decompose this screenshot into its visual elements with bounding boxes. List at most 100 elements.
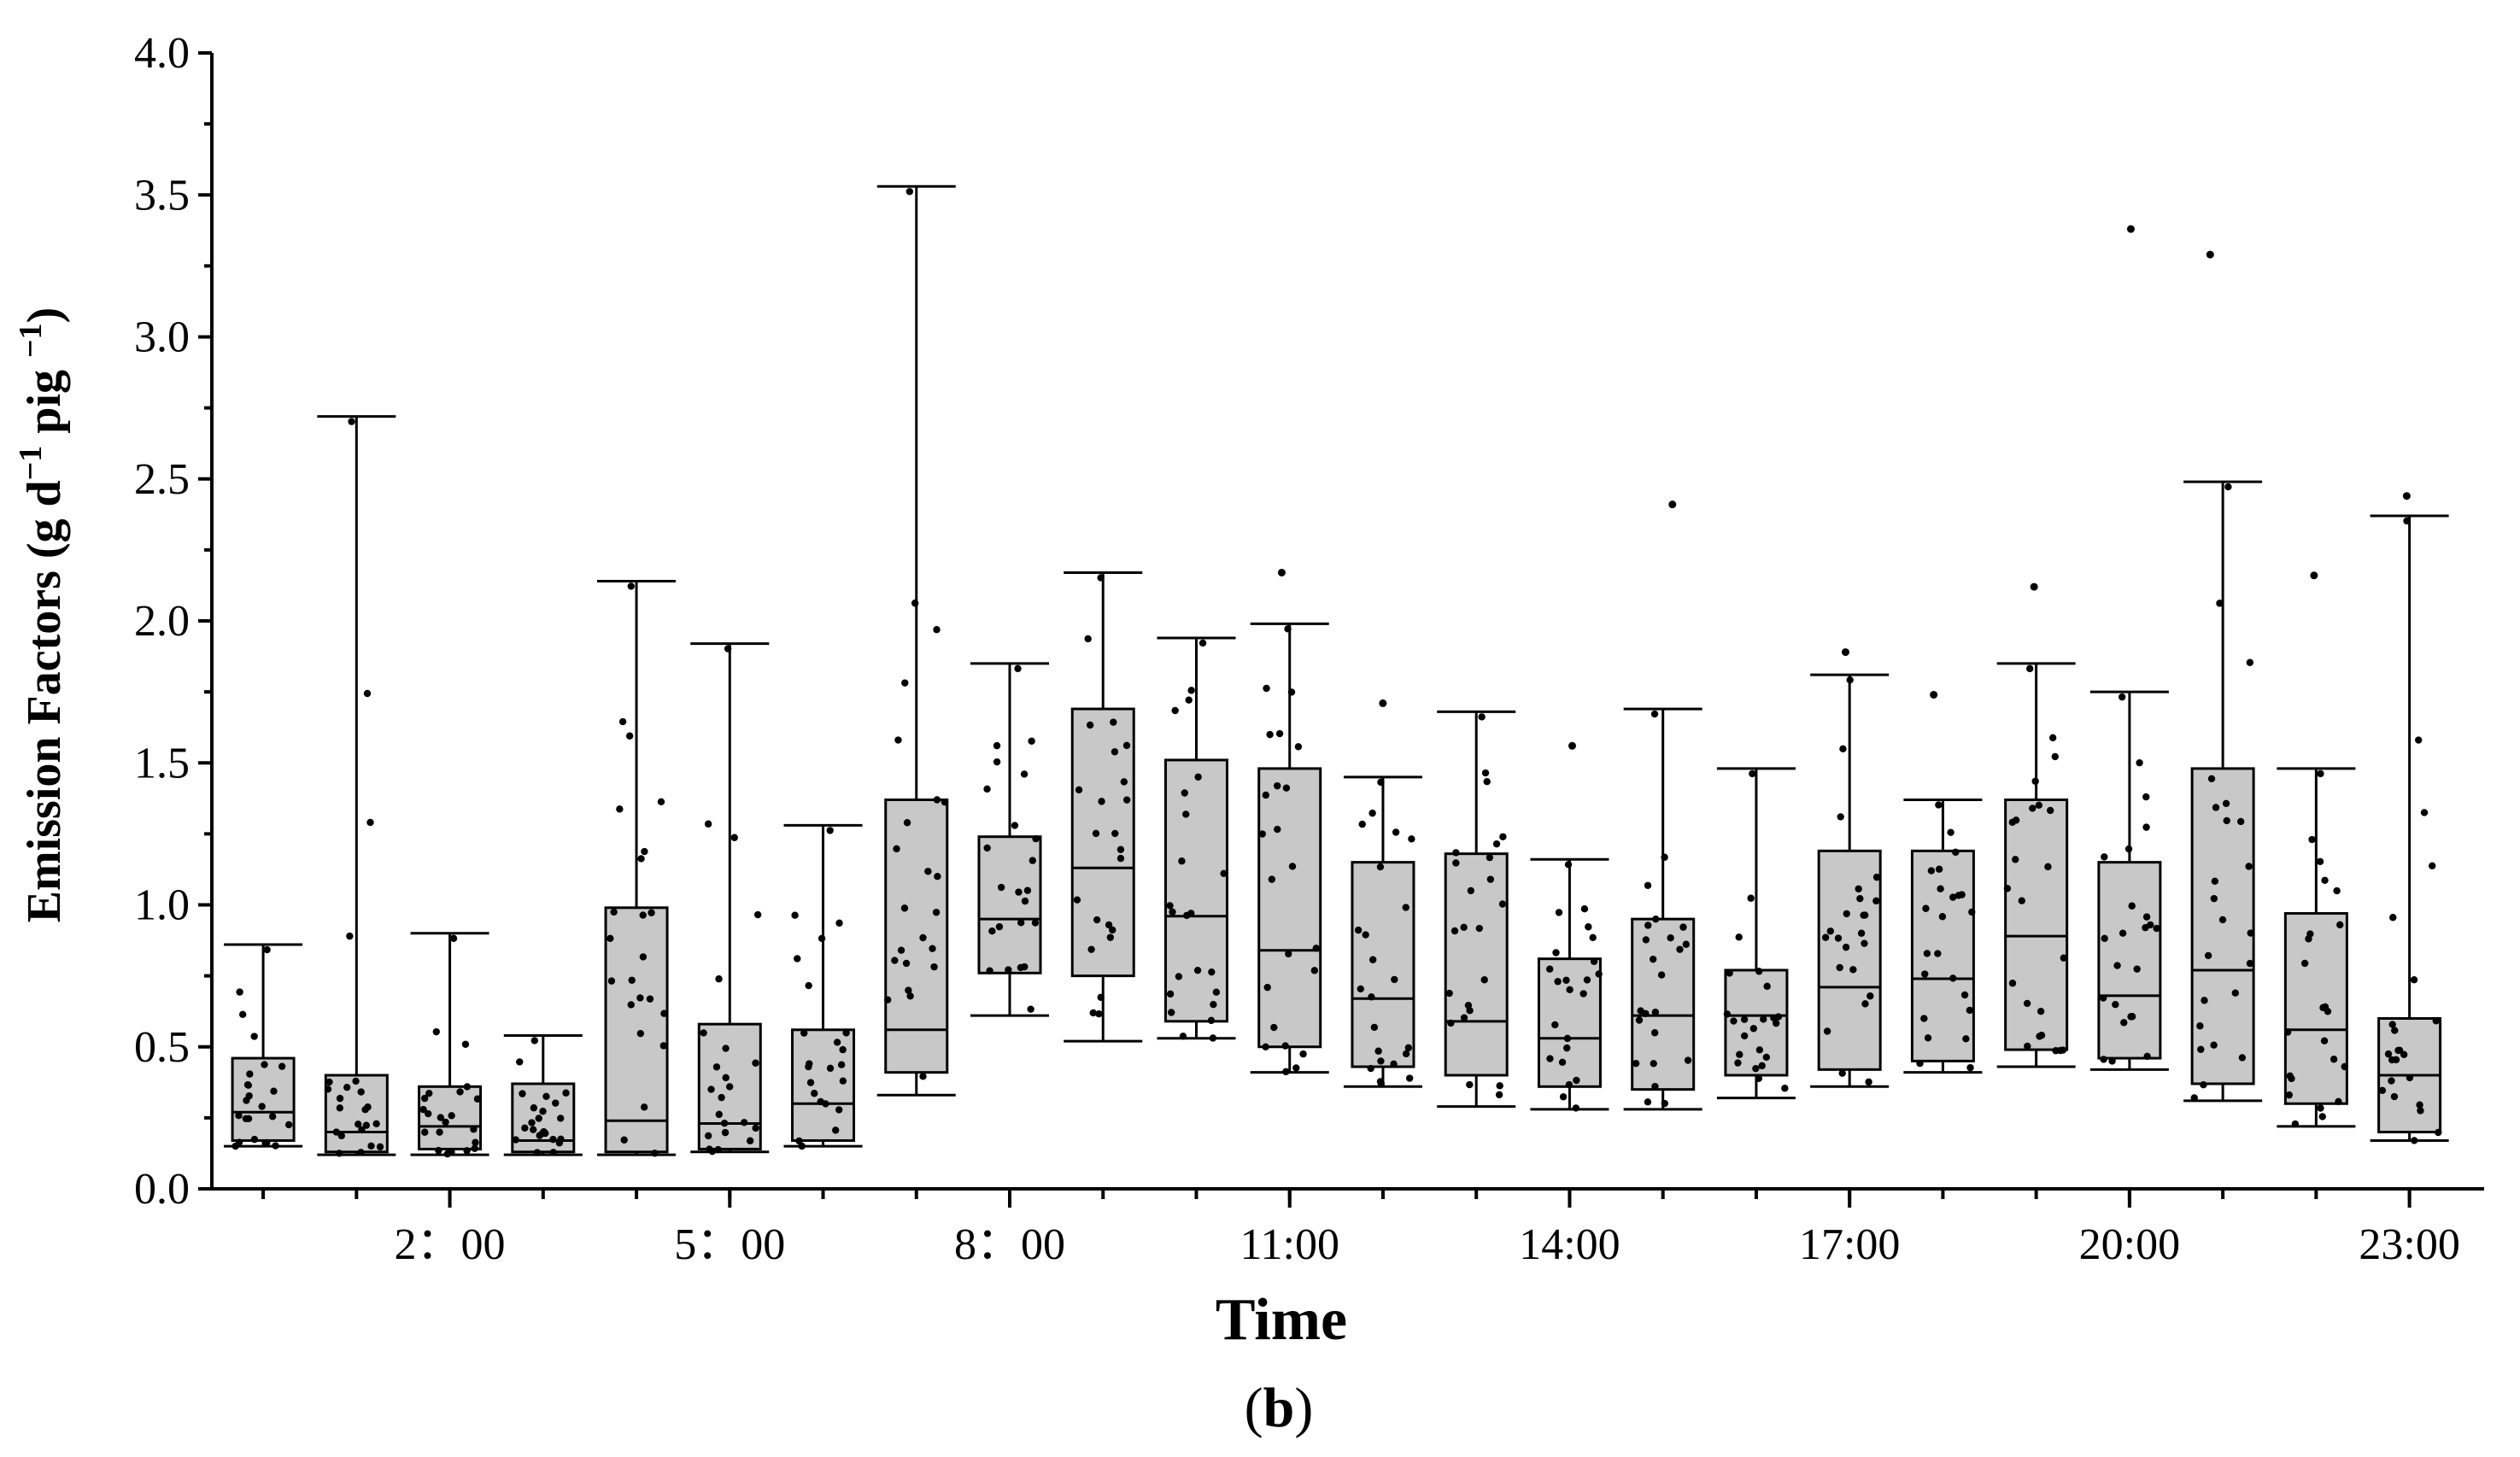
- data-point: [1017, 919, 1025, 927]
- data-point: [1573, 1076, 1580, 1085]
- data-point: [2031, 777, 2039, 785]
- data-point: [1755, 1074, 1763, 1082]
- data-point: [906, 992, 914, 1000]
- data-point: [660, 1009, 668, 1017]
- y-axis-title-pig: pig: [18, 358, 71, 446]
- data-point: [1120, 778, 1128, 786]
- data-point: [1960, 991, 1969, 999]
- x-axis-title: Time: [1216, 1287, 1347, 1353]
- data-point: [1837, 813, 1844, 821]
- data-point: [2286, 1072, 2294, 1080]
- data-point: [2420, 809, 2429, 816]
- data-point: [1073, 896, 1081, 904]
- data-point: [549, 1135, 557, 1144]
- data-point: [2406, 1074, 2414, 1082]
- data-point: [883, 996, 892, 1004]
- data-point: [1480, 976, 1488, 984]
- data-point: [1563, 1044, 1571, 1052]
- iqr-box: [324, 1074, 389, 1154]
- data-point: [997, 883, 1005, 892]
- box-group-hour-6: [783, 823, 863, 1150]
- outlier-point: [2030, 582, 2038, 591]
- data-point: [930, 963, 938, 971]
- data-point: [2118, 693, 2126, 701]
- data-point: [1274, 825, 1281, 834]
- data-point: [261, 1061, 268, 1068]
- data-point: [641, 847, 648, 856]
- data-point: [1546, 1055, 1554, 1062]
- y-tick-label: 3.5: [134, 171, 190, 219]
- data-point: [2388, 1021, 2396, 1028]
- data-point: [243, 1097, 250, 1104]
- data-point: [2207, 775, 2216, 783]
- data-point: [2197, 1045, 2205, 1053]
- data-point: [1169, 908, 1176, 916]
- data-point: [1554, 978, 1562, 986]
- data-point: [1299, 1050, 1307, 1058]
- data-point: [1772, 1019, 1780, 1027]
- data-point: [725, 1083, 734, 1091]
- data-point: [1644, 1098, 1652, 1106]
- data-point: [1496, 1082, 1503, 1090]
- data-point: [2285, 1091, 2293, 1099]
- data-point: [1031, 919, 1040, 927]
- data-point: [1740, 1032, 1749, 1040]
- data-point: [2390, 1092, 2399, 1101]
- data-point: [1198, 639, 1207, 647]
- data-point: [2201, 997, 2208, 1004]
- x-tick-label: 20:00: [2079, 1220, 2180, 1269]
- data-point: [362, 1121, 371, 1129]
- iqr-box: [1817, 849, 1882, 1071]
- data-point: [1460, 1014, 1468, 1021]
- data-point: [1092, 829, 1100, 838]
- data-point: [1755, 1046, 1764, 1054]
- data-point: [2238, 1054, 2247, 1062]
- data-point: [2204, 951, 2212, 960]
- data-point: [1404, 1044, 1413, 1052]
- data-point: [2101, 934, 2108, 943]
- data-point: [1758, 1062, 1766, 1070]
- data-point: [425, 1109, 432, 1118]
- data-point: [1682, 940, 1690, 948]
- data-point: [352, 1077, 360, 1085]
- panel-label: (b): [1245, 1377, 1314, 1439]
- data-point: [714, 1145, 722, 1154]
- outlier-point: [1841, 648, 1849, 657]
- data-point: [1849, 966, 1857, 974]
- data-point: [2112, 1000, 2119, 1009]
- data-point: [791, 911, 799, 919]
- data-point: [707, 1085, 715, 1093]
- data-point: [278, 1062, 286, 1070]
- data-point: [1921, 970, 1929, 978]
- box-group-hour-19: [1996, 582, 2076, 1068]
- data-point: [1736, 1050, 1743, 1058]
- data-point: [648, 909, 655, 916]
- data-point: [337, 1132, 346, 1140]
- box-group-hour-8: [970, 662, 1050, 1017]
- data-point: [752, 1124, 759, 1132]
- data-point: [2218, 916, 2227, 924]
- data-point: [1861, 939, 1868, 947]
- data-point: [995, 922, 1004, 931]
- data-point: [826, 1064, 835, 1073]
- data-point: [552, 1099, 560, 1107]
- data-point: [903, 819, 911, 827]
- x-tick-label: 2：00: [395, 1220, 506, 1269]
- outlier-point: [2310, 571, 2318, 580]
- data-point: [1122, 741, 1131, 750]
- data-point: [2211, 877, 2219, 885]
- data-point: [1595, 970, 1603, 978]
- iqr-box: [1070, 707, 1135, 978]
- data-point: [900, 904, 909, 912]
- box-group-hour-16: [1716, 767, 1796, 1100]
- data-point: [2245, 863, 2253, 870]
- data-point: [1821, 933, 1830, 941]
- data-point: [1920, 1015, 1928, 1022]
- data-point: [1968, 908, 1976, 916]
- box-group-hour-13: [1437, 710, 1516, 1109]
- data-point: [2037, 1008, 2045, 1015]
- box-group-hour-20: [2089, 225, 2169, 1071]
- x-tick-label: 23:00: [2359, 1220, 2459, 1269]
- data-point: [941, 798, 949, 806]
- data-point: [2012, 816, 2020, 824]
